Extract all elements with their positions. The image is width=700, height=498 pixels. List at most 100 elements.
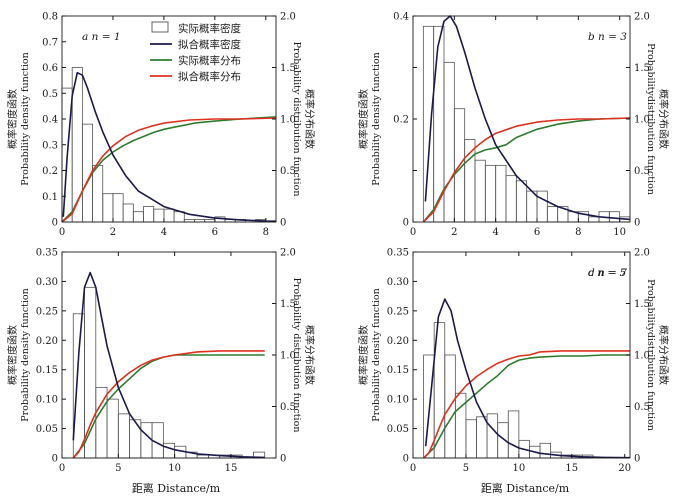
histogram-bar (486, 413, 499, 459)
y2-tick-label: 0 (634, 218, 640, 229)
y2-tick-label: 1.0 (634, 115, 650, 126)
y2-tick-label: 0.5 (280, 166, 296, 177)
panel-label: a n = 1 (82, 31, 121, 43)
panel-label: d n = 7 (588, 267, 627, 279)
histogram-bar (443, 61, 455, 223)
x-tick-label: 0 (410, 463, 416, 474)
y-tick-label: 0.10 (387, 395, 409, 406)
panel-c: 0 5 10 15 0 0.05 0.10 0.15 0.20 0.25 0.30 0.35 0 0.5 1… (6, 248, 626, 475)
x-tick-label: 4 (161, 227, 167, 238)
histogram-bar (465, 419, 477, 459)
y2-axis-title-cn: 概率分布函数 (303, 325, 316, 385)
x-axis-title-right: 距离 Distance/m (481, 481, 570, 495)
x-axis-title-left: 距离 Distance/m (132, 481, 221, 495)
y-tick-label: 0.30 (387, 277, 409, 288)
histogram-bar (163, 208, 175, 223)
y2-axis-title-cn: 概率分布函数 (303, 89, 316, 149)
histogram-bar (476, 416, 488, 459)
y-tick-label: 0 (52, 454, 58, 465)
y2-tick-label: 1.5 (280, 63, 296, 74)
y-tick-label: 0.15 (387, 365, 409, 376)
histogram-bar (505, 175, 517, 223)
y2-tick-label: 1.5 (280, 299, 296, 310)
y-tick-label: 0.20 (36, 336, 58, 347)
y-axis-title-cn: 概率密度函数 (6, 325, 19, 385)
histogram-bar (143, 206, 155, 223)
y2-tick-label: 0.5 (634, 402, 650, 413)
x-tick-label: 15 (565, 463, 578, 474)
legend-swatch (151, 21, 169, 33)
x-tick-label: 6 (534, 227, 540, 238)
y-tick-label: 0 (403, 454, 409, 465)
y2-tick-label: 1.0 (280, 115, 296, 126)
histogram-bar (173, 211, 185, 223)
histogram-bar (140, 422, 153, 459)
histogram-bar (588, 216, 600, 223)
histogram-bar (92, 164, 104, 223)
y2-axis-title-en: Probability distribution function (291, 42, 302, 197)
y2-tick-label: 0.5 (634, 166, 650, 177)
legend-label: 实际概率分布 (178, 54, 241, 67)
x-tick-label: 0 (59, 227, 65, 238)
y2-axis-title-en: Probability distribution function (291, 278, 302, 433)
histogram-bar (536, 190, 548, 223)
x-tick-label: 20 (618, 463, 631, 474)
panel-d: 0 5 10 15 2000.050.100.150.200.250.300.3500.… (357, 248, 670, 475)
histogram-bar (507, 410, 520, 459)
y-axis-title-cn: 概率密度函数 (6, 89, 19, 149)
y-axis-title-en: Probability density function (371, 52, 382, 186)
y2-tick-label: 0 (280, 454, 286, 465)
y-tick-label: 0 (52, 218, 58, 229)
histogram-bar (106, 398, 119, 459)
histogram-bar (102, 193, 114, 223)
y-tick-label: 0.10 (36, 395, 58, 406)
x-tick-label: 10 (613, 227, 626, 238)
histogram-bar (112, 193, 124, 223)
y-tick-label: 0.05 (387, 424, 409, 435)
y-tick-label: 0.2 (393, 115, 409, 126)
fitted-density-line (424, 15, 631, 221)
y-tick-label: 0.5 (42, 89, 58, 100)
x-tick-label: 2 (451, 227, 457, 238)
histogram-bar (72, 313, 85, 459)
y-axis-title-cn: 概率密度函数 (357, 325, 370, 385)
y2-tick-label: 2.0 (634, 12, 650, 23)
y-tick-label: 0.2 (42, 166, 58, 177)
x-tick-label: 5 (463, 463, 469, 474)
y-tick-label: 0.7 (42, 37, 58, 48)
y-axis-title-en: Probability density function (20, 52, 31, 186)
histogram-bar (474, 159, 486, 223)
fitted-density-line (424, 298, 631, 459)
y-tick-label: 0.25 (387, 306, 409, 317)
y-tick-label: 0.15 (36, 365, 58, 376)
histogram-bar (495, 164, 507, 223)
histogram-bar (162, 442, 176, 459)
y-tick-label: 0.20 (387, 336, 409, 347)
histogram-bar (129, 419, 142, 459)
x-tick-label: 0 (410, 227, 416, 238)
y-tick-label: 0.25 (36, 306, 58, 317)
x-tick-label: 10 (168, 463, 181, 474)
fitted-density-line (62, 71, 277, 222)
y2-tick-label: 2.0 (280, 248, 296, 259)
panel-b: 0 2 4 6 8 10 0 0.2 0.4 0 0.5 1.0 1.5 2.0 b n = 3 概率密度函数… (357, 12, 670, 239)
x-tick-label: 0 (59, 463, 65, 474)
y-axis-title-cn: 概率密度函数 (357, 89, 370, 149)
y2-tick-label: 0.5 (280, 402, 296, 413)
panel-label: b n = 3 (588, 31, 627, 43)
y2-tick-label: 2.0 (280, 12, 296, 23)
x-tick-label: 2 (110, 227, 116, 238)
x-tick-label: 15 (225, 463, 238, 474)
y2-tick-label: 1.0 (280, 351, 296, 362)
y2-tick-label: 0 (634, 454, 640, 465)
legend-label: 拟合概率分布 (178, 70, 241, 83)
legend-label: 实际概率密度 (178, 22, 241, 35)
y2-tick-label: 1.0 (634, 351, 650, 362)
x-tick-label: 6 (212, 227, 218, 238)
y-tick-label: 0.6 (42, 63, 58, 74)
y2-axis-title-en: Probabilitydistribution function (645, 43, 656, 195)
histogram-bar (608, 211, 621, 223)
actual-distribution-line (72, 354, 265, 459)
y2-tick-label: 1.5 (634, 299, 650, 310)
